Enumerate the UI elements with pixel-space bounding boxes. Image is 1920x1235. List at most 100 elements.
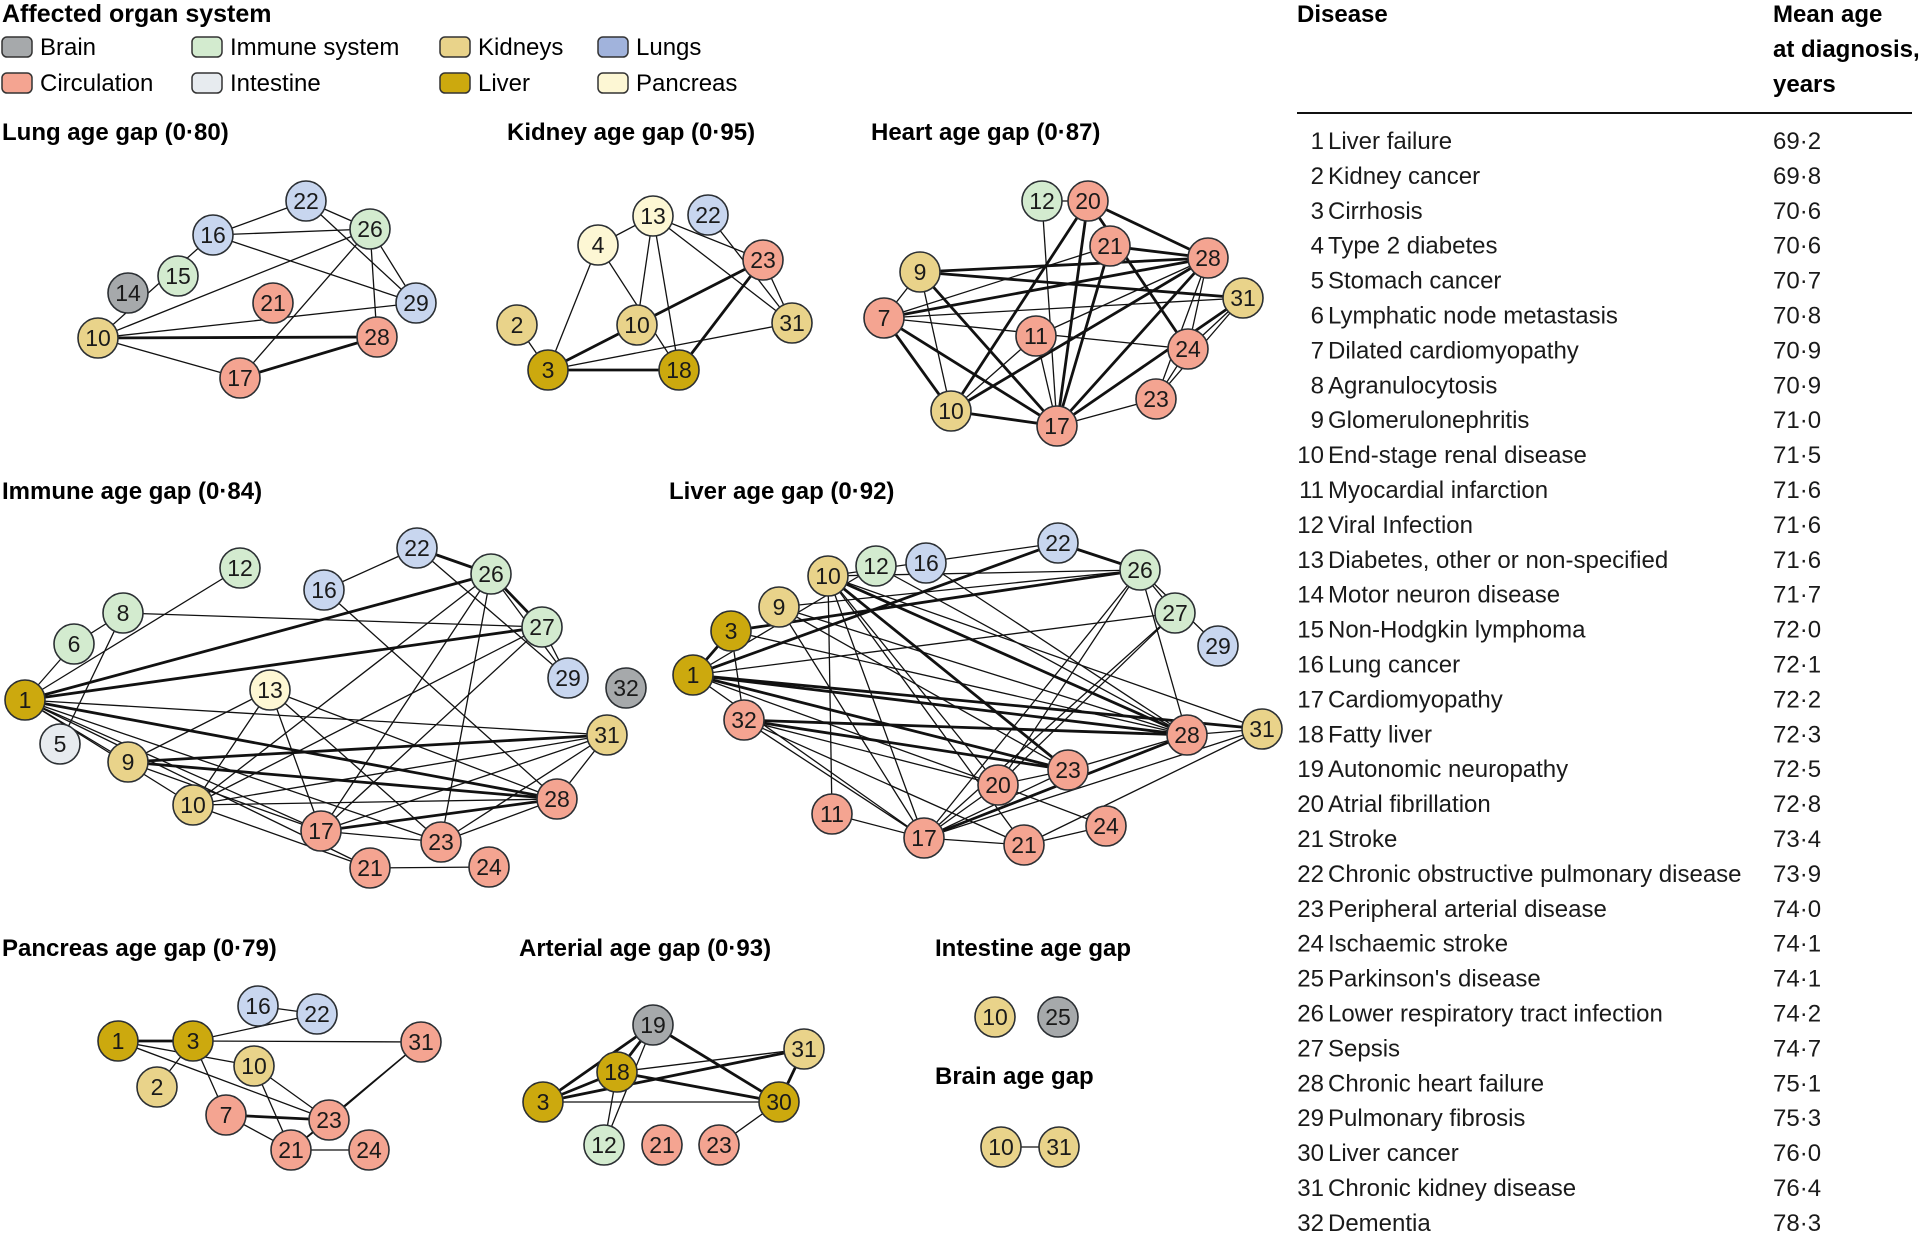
node-label-1: 1 bbox=[687, 662, 700, 688]
table-row: 32 Dementia 78·3 bbox=[1297, 1210, 1821, 1235]
table-row: 1 Liver failure 69·2 bbox=[1311, 128, 1821, 155]
node-4 bbox=[577, 224, 619, 266]
node-22 bbox=[687, 194, 729, 236]
node-group: 22 26 12 16 8 27 6 29 32 13 1 31 5 9 28 10 17 23 21 24 bbox=[4, 527, 647, 889]
node-32 bbox=[605, 667, 647, 709]
node-13 bbox=[249, 669, 291, 711]
node-label-31: 31 bbox=[1249, 716, 1275, 742]
legend-item-immune: Immune system bbox=[191, 34, 399, 61]
table-row: 14 Motor neuron disease 71·7 bbox=[1297, 582, 1821, 609]
table-header-age-line: years bbox=[1773, 71, 1836, 98]
edge-19-3 bbox=[542, 1023, 654, 1104]
node-14 bbox=[107, 272, 149, 314]
edge-21-7 bbox=[883, 245, 1111, 319]
edge-32-17 bbox=[743, 719, 925, 839]
row-number: 29 bbox=[1297, 1105, 1324, 1132]
node-label-7: 7 bbox=[878, 305, 891, 331]
row-number: 24 bbox=[1297, 931, 1324, 958]
row-age: 72·8 bbox=[1773, 791, 1821, 818]
node-10 bbox=[233, 1045, 275, 1087]
row-age: 74·7 bbox=[1773, 1035, 1821, 1062]
node-label-12: 12 bbox=[1029, 188, 1055, 214]
node-28 bbox=[536, 778, 578, 820]
node-label-29: 29 bbox=[555, 665, 581, 691]
edge-9-17 bbox=[127, 761, 322, 832]
edge-3-22 bbox=[192, 1013, 318, 1042]
row-disease: Liver cancer bbox=[1328, 1140, 1459, 1167]
edge-9-28 bbox=[778, 606, 1188, 736]
node-label-22: 22 bbox=[293, 188, 319, 214]
edge-13-17 bbox=[269, 689, 322, 832]
node-label-17: 17 bbox=[227, 365, 253, 391]
panel-title: Intestine age gap bbox=[935, 935, 1131, 962]
edge-13-9 bbox=[127, 689, 271, 763]
node-3 bbox=[710, 610, 752, 652]
node-label-22: 22 bbox=[1045, 530, 1071, 556]
edge-17-31 bbox=[923, 728, 1263, 839]
node-30 bbox=[758, 1081, 800, 1123]
node-20 bbox=[977, 764, 1019, 806]
edge-19-30 bbox=[652, 1023, 780, 1104]
edge-26-20 bbox=[997, 569, 1141, 786]
legend-item-circulation: Circulation bbox=[1, 70, 153, 97]
node-label-21: 21 bbox=[278, 1137, 304, 1163]
edge-3-26 bbox=[730, 568, 1141, 633]
table-row: 31 Chronic kidney disease 76·4 bbox=[1297, 1175, 1821, 1202]
edge-20-10 bbox=[949, 200, 1090, 412]
table-row: 27 Sepsis 74·7 bbox=[1297, 1035, 1821, 1062]
node-label-27: 27 bbox=[1162, 600, 1188, 626]
edge-10-11 bbox=[827, 575, 833, 815]
row-disease: Viral Infection bbox=[1328, 512, 1473, 539]
node-label-9: 9 bbox=[914, 259, 927, 285]
row-age: 70·6 bbox=[1773, 233, 1821, 260]
table-row: 17 Cardiomyopathy 72·2 bbox=[1297, 686, 1821, 713]
node-3 bbox=[172, 1020, 214, 1062]
node-28 bbox=[1187, 237, 1229, 279]
table-row: 12 Viral Infection 71·6 bbox=[1297, 512, 1821, 539]
row-age: 69·8 bbox=[1773, 163, 1821, 190]
node-label-31: 31 bbox=[779, 310, 805, 336]
table-row: 7 Dilated cardiomyopathy 70·9 bbox=[1311, 337, 1821, 364]
edge-13-23 bbox=[269, 689, 442, 843]
table-row: 16 Lung cancer 72·1 bbox=[1297, 652, 1821, 679]
legend-label-intestine: Intestine bbox=[230, 70, 321, 97]
node-22 bbox=[396, 527, 438, 569]
edge-21-31 bbox=[1023, 728, 1263, 846]
node-16 bbox=[192, 214, 234, 256]
node-31 bbox=[1241, 708, 1283, 750]
row-disease: Autonomic neuropathy bbox=[1328, 756, 1568, 783]
row-number: 31 bbox=[1297, 1175, 1324, 1202]
node-2 bbox=[136, 1066, 178, 1108]
node-label-25: 25 bbox=[1045, 1004, 1071, 1030]
legend-item-brain: Brain bbox=[1, 34, 96, 61]
edge-28-17 bbox=[1055, 257, 1210, 427]
edge-12-28 bbox=[875, 565, 1188, 736]
node-23 bbox=[1135, 378, 1177, 420]
edge-3-31 bbox=[547, 322, 793, 371]
row-disease: Stroke bbox=[1328, 826, 1397, 853]
node-label-3: 3 bbox=[542, 357, 555, 383]
row-age: 70·6 bbox=[1773, 198, 1821, 225]
edge-13-10 bbox=[192, 689, 271, 806]
node-label-10: 10 bbox=[815, 563, 841, 589]
edge-9-23 bbox=[778, 606, 1069, 771]
node-label-11: 11 bbox=[1024, 323, 1048, 349]
table-row: 4 Type 2 diabetes 70·6 bbox=[1311, 233, 1821, 260]
legend-swatch-kidneys bbox=[439, 36, 471, 58]
node-10 bbox=[807, 555, 849, 597]
row-age: 72·1 bbox=[1773, 652, 1821, 679]
node-label-5: 5 bbox=[54, 731, 67, 757]
edge-9-28 bbox=[919, 256, 1209, 274]
node-label-4: 4 bbox=[592, 232, 605, 258]
node-15 bbox=[157, 255, 199, 297]
node-label-14: 14 bbox=[115, 280, 141, 306]
node-label-26: 26 bbox=[357, 216, 383, 242]
node-label-23: 23 bbox=[1143, 386, 1169, 412]
node-label-3: 3 bbox=[537, 1089, 550, 1115]
row-age: 71·6 bbox=[1773, 477, 1821, 504]
node-label-2: 2 bbox=[151, 1074, 164, 1100]
edge-29-10 bbox=[97, 302, 417, 339]
panel-liver-age-gap: Liver age gap (0·92) 22 10 12 16 26 9 27 3 29 1 32 3… bbox=[669, 478, 1283, 866]
